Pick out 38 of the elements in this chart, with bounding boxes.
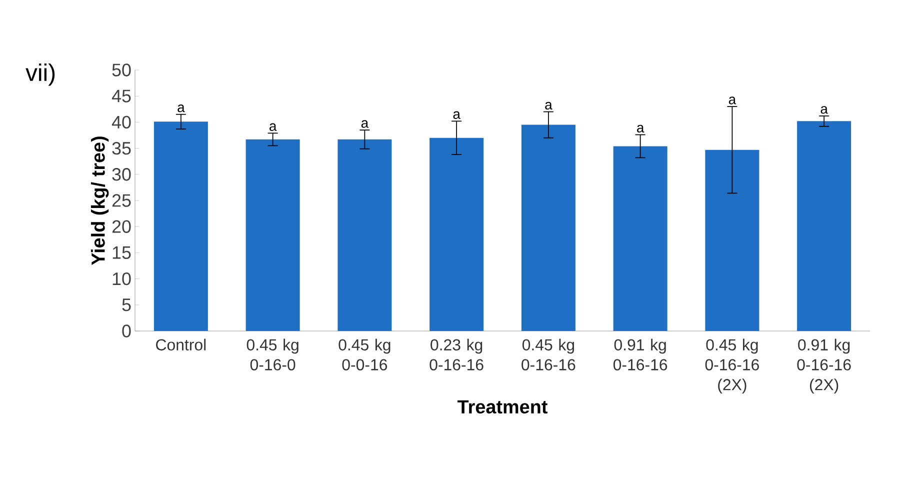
x-tick-label: 0.91 kg 0-16-16 [613,338,668,370]
x-tick-label: 0.23 kg 0-16-16 [430,338,484,370]
y-tick-label: 35 [112,142,131,155]
x-tick-label: 0.45 kg 0-16-0 [246,338,298,370]
bar [154,122,208,331]
y-tick-label: 5 [122,298,131,312]
annotation: a [361,120,369,128]
annotation: a [270,123,277,131]
x-axis-title: Treatment [457,400,548,414]
y-tick-label: 45 [112,90,131,102]
bar [246,139,300,331]
annotation: a [453,111,460,119]
y-tick-label: 20 [112,220,131,233]
y-tick-label: 10 [112,272,131,286]
y-tick-label: 0 [122,324,131,338]
y-axis-title: Yield (kg/ tree) [90,136,109,266]
y-tick-label: 50 [112,64,131,76]
y-tick-label: 25 [112,194,131,207]
annotation: a [728,96,736,104]
annotation: a [637,124,644,133]
text: vii) [26,64,55,86]
bar [430,138,484,331]
bar [521,124,576,331]
annotation: a [545,102,552,110]
x-tick-label: 0.91 kg 0-16-16 (2X) [797,338,851,394]
bar [338,139,392,331]
bar [613,146,668,331]
annotation: a [178,104,185,112]
x-tick-label: 0.45 kg 0-0-16 [338,338,390,370]
x-tick-label: 0.45 kg 0-16-16 (2X) [705,338,759,394]
annotation: a [820,106,828,114]
y-tick-label: 40 [112,116,131,129]
x-tick-label: 0.45 kg 0-16-16 [522,338,576,370]
x-tick-label: Control [156,338,206,350]
y-tick-label: 30 [112,168,131,181]
bar [705,150,760,331]
bar [797,121,852,331]
y-tick-label: 15 [112,246,131,259]
